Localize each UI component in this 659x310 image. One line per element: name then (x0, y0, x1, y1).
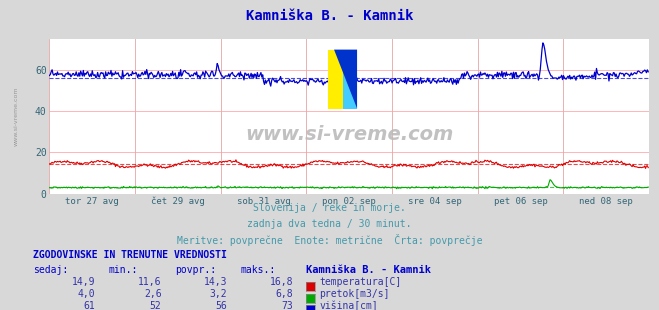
Text: Meritve: povprečne  Enote: metrične  Črta: povprečje: Meritve: povprečne Enote: metrične Črta:… (177, 234, 482, 246)
Polygon shape (334, 50, 357, 108)
Text: 3,2: 3,2 (210, 289, 227, 299)
Text: www.si-vreme.com: www.si-vreme.com (14, 86, 19, 146)
Text: 52: 52 (150, 301, 161, 310)
Text: 11,6: 11,6 (138, 277, 161, 287)
Text: ZGODOVINSKE IN TRENUTNE VREDNOSTI: ZGODOVINSKE IN TRENUTNE VREDNOSTI (33, 250, 227, 259)
Polygon shape (328, 50, 343, 108)
Text: višina[cm]: višina[cm] (320, 301, 378, 310)
Text: Slovenija / reke in morje.: Slovenija / reke in morje. (253, 203, 406, 213)
Text: Kamniška B. - Kamnik: Kamniška B. - Kamnik (306, 265, 432, 275)
Text: 73: 73 (281, 301, 293, 310)
Text: 61: 61 (84, 301, 96, 310)
Text: 16,8: 16,8 (270, 277, 293, 287)
Text: 4,0: 4,0 (78, 289, 96, 299)
Text: Kamniška B. - Kamnik: Kamniška B. - Kamnik (246, 9, 413, 23)
Text: min.:: min.: (109, 265, 138, 275)
Text: povpr.:: povpr.: (175, 265, 215, 275)
Text: 2,6: 2,6 (144, 289, 161, 299)
Text: www.si-vreme.com: www.si-vreme.com (245, 125, 453, 144)
Text: pretok[m3/s]: pretok[m3/s] (320, 289, 390, 299)
Text: maks.:: maks.: (241, 265, 275, 275)
Text: temperatura[C]: temperatura[C] (320, 277, 402, 287)
Text: 56: 56 (215, 301, 227, 310)
Text: 14,9: 14,9 (72, 277, 96, 287)
Text: zadnja dva tedna / 30 minut.: zadnja dva tedna / 30 minut. (247, 219, 412, 228)
Text: 6,8: 6,8 (275, 289, 293, 299)
Text: sedaj:: sedaj: (33, 265, 68, 275)
Polygon shape (343, 50, 357, 108)
Text: 14,3: 14,3 (204, 277, 227, 287)
